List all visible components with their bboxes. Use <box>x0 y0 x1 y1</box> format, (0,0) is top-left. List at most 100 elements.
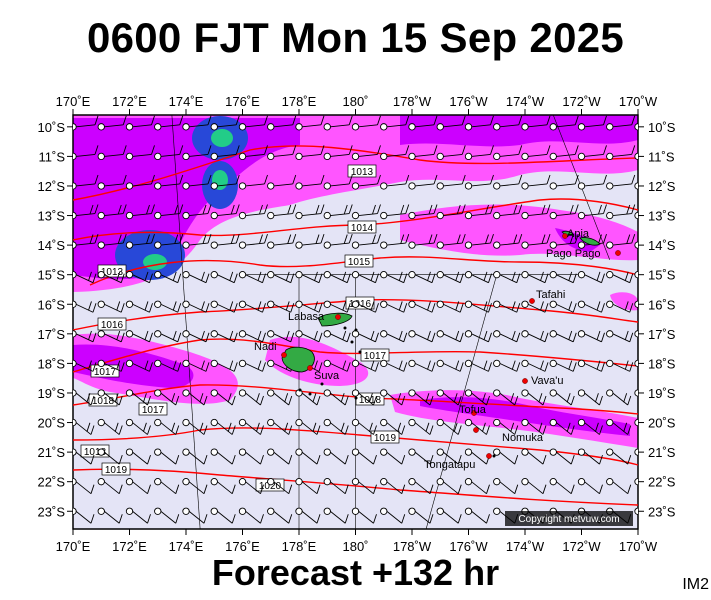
place-pago-pago: Pago Pago <box>546 248 621 260</box>
wind-barb <box>493 174 523 190</box>
wind-barb <box>521 448 547 465</box>
wind-barb <box>577 359 605 372</box>
lon-label-bottom: 170˚W <box>619 539 658 554</box>
wind-barb <box>436 271 464 284</box>
wind-barb <box>182 478 208 495</box>
wind-barb <box>577 478 603 495</box>
islet <box>354 396 358 400</box>
svg-text:1017: 1017 <box>142 405 165 416</box>
rain-band-north-east <box>400 115 638 147</box>
wind-barb <box>493 204 523 220</box>
wind-barb <box>464 115 494 131</box>
wind-barb <box>577 145 607 161</box>
rain-core-1 <box>211 129 233 147</box>
wind-barb <box>182 115 212 131</box>
wind-barb <box>577 418 603 435</box>
wind-barb <box>380 448 406 465</box>
wind-barb <box>97 233 127 249</box>
wind-barb <box>97 300 125 313</box>
wind-barb <box>267 330 295 343</box>
wind-barb <box>125 389 151 406</box>
wind-barb <box>351 145 381 161</box>
lon-label-bottom: 178˚E <box>282 539 317 554</box>
wind-barb <box>408 271 436 284</box>
wind-barb <box>238 233 268 249</box>
wind-barb <box>436 145 466 161</box>
wind-barb <box>97 389 123 406</box>
wind-barb <box>464 233 494 249</box>
wind-barb <box>210 330 238 343</box>
wind-barb <box>634 418 638 427</box>
wind-barb <box>73 478 95 495</box>
wind-barb <box>267 478 293 495</box>
wind-barb <box>154 478 180 495</box>
lon-label-top: 176˚W <box>449 94 488 109</box>
lon-label-bottom: 176˚W <box>449 539 488 554</box>
wind-barb <box>521 174 551 190</box>
wind-barb <box>154 233 184 249</box>
wind-barb <box>182 300 210 313</box>
wind-barb <box>295 145 325 161</box>
lat-label-right: 13˚S <box>648 209 676 224</box>
wind-barb <box>634 507 638 515</box>
wind-barb <box>323 204 353 220</box>
lon-label-bottom: 172˚E <box>112 539 147 554</box>
wind-barb <box>493 233 523 249</box>
wind-barb <box>238 271 266 284</box>
lat-label-right: 10˚S <box>648 120 676 135</box>
wind-barb <box>634 123 638 131</box>
wind-barb <box>97 115 127 131</box>
wind-barb <box>238 359 266 372</box>
wind-barb <box>380 233 410 249</box>
lon-label-bottom: 172˚W <box>562 539 601 554</box>
wind-barb <box>238 115 268 131</box>
wind-barb <box>380 174 410 190</box>
wind-barb <box>182 145 212 161</box>
wind-barb <box>97 448 123 465</box>
wind-barb <box>238 204 268 220</box>
place-suva: Suva <box>307 365 340 382</box>
wind-barb <box>323 271 351 284</box>
wind-barb <box>436 330 464 343</box>
place-nadi: Nadi <box>254 341 287 358</box>
lat-label-right: 17˚S <box>648 327 676 342</box>
wind-barb <box>267 389 293 406</box>
svg-text:1020: 1020 <box>259 481 282 492</box>
wind-barb <box>97 174 127 190</box>
isobar-label: 1019 <box>370 430 400 444</box>
wind-barb <box>436 478 462 495</box>
wind-barb <box>323 233 353 249</box>
wind-barb <box>577 300 605 313</box>
svg-text:1019: 1019 <box>374 433 397 444</box>
svg-text:1016: 1016 <box>101 320 124 331</box>
svg-text:Tofua: Tofua <box>459 404 487 416</box>
wind-barb <box>380 204 410 220</box>
wind-barb <box>210 478 236 495</box>
wind-barb <box>73 448 95 465</box>
wind-barb <box>549 478 575 495</box>
wind-barb <box>351 418 377 435</box>
wind-barb <box>210 204 240 220</box>
wind-barb <box>549 330 577 343</box>
lon-label-top: 172˚E <box>112 94 147 109</box>
wind-barb <box>549 204 579 220</box>
wind-barb <box>125 115 155 131</box>
lon-label-top: 180˚ <box>342 94 368 109</box>
lon-label-bottom: 178˚W <box>393 539 432 554</box>
wind-barb <box>521 204 551 220</box>
wind-barb <box>73 359 97 372</box>
forecast-hour: Forecast +132 hr <box>211 552 500 593</box>
wind-barb <box>323 418 349 435</box>
wind-barb <box>408 507 434 524</box>
islet <box>298 388 302 392</box>
lat-label-right: 15˚S <box>648 268 676 283</box>
wind-barb <box>295 448 321 465</box>
wind-barb <box>464 448 490 465</box>
place-apia: Apia <box>562 228 590 240</box>
wind-barb <box>493 418 519 435</box>
wind-barb <box>408 300 436 313</box>
lat-label-right: 14˚S <box>648 238 676 253</box>
svg-text:Nadi: Nadi <box>254 341 277 353</box>
islands <box>281 230 601 458</box>
